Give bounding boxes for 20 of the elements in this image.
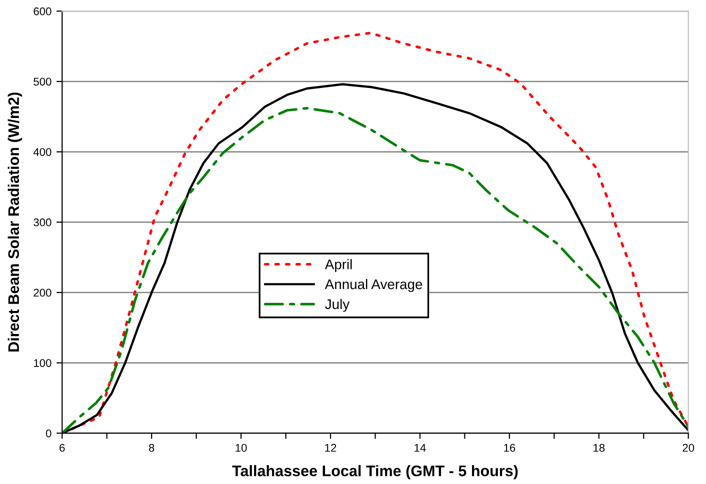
x-tick-label: 8: [148, 444, 154, 452]
y-tick-label: 0: [46, 429, 52, 438]
y-tick-label: 100: [34, 359, 52, 367]
x-tick-label: 18: [594, 444, 605, 452]
y-axis-title: Direct Beam Solar Radiation (W/m2): [8, 92, 22, 352]
x-tick-label: 10: [236, 444, 247, 452]
y-tick-label: 500: [34, 78, 52, 86]
x-tick-label: 16: [504, 444, 516, 452]
x-axis-title: Tallahassee Local Time (GMT - 5 hours): [232, 465, 518, 480]
x-tick-label: 6: [60, 444, 65, 452]
y-tick-label: 300: [34, 218, 52, 226]
y-tick-label: 600: [34, 7, 52, 16]
x-tick-label: 12: [325, 444, 336, 452]
legend-label: July: [325, 298, 350, 312]
y-tick-label: 400: [33, 148, 52, 156]
legend-label: Annual Average: [324, 278, 422, 292]
y-tick-label: 200: [34, 288, 52, 297]
legend-label: April: [324, 259, 352, 272]
x-tick-label: 20: [682, 444, 694, 452]
x-tick-label: 14: [414, 444, 426, 452]
